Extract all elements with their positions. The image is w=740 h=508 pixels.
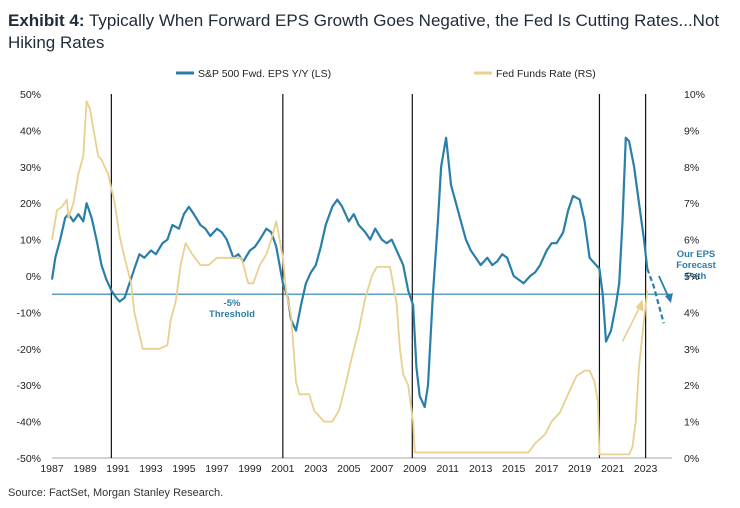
y-left-tick-label-0: 50% <box>20 89 41 101</box>
forecast-annotation-line-0: Our EPS <box>677 249 716 260</box>
x-tick-label-9: 2005 <box>337 463 361 475</box>
x-tick-label-0: 1987 <box>40 463 64 475</box>
series-lines <box>50 100 665 456</box>
fed-funds-line <box>51 100 649 456</box>
title-text: Typically When Forward EPS Growth Goes N… <box>8 11 720 52</box>
x-tick-label-14: 2015 <box>502 463 526 475</box>
y-left-tick-label-4: 10% <box>20 235 41 247</box>
fed-funds-arrow-shaft <box>621 305 642 342</box>
legend: S&P 500 Fwd. EPS Y/Y (LS) Fed Funds Rate … <box>176 68 596 80</box>
y-left-tick-label-7: -20% <box>16 344 41 356</box>
y-left-tick-label-1: 40% <box>20 125 41 137</box>
x-tick-label-3: 1993 <box>139 463 163 475</box>
y-left-tick-label-8: -30% <box>16 380 41 392</box>
x-tick-label-12: 2011 <box>436 463 459 475</box>
y-left-tick-label-2: 30% <box>20 162 41 174</box>
eps-growth-line <box>50 136 649 409</box>
forecast-arrow-head <box>664 293 673 303</box>
legend-label-1: Fed Funds Rate (RS) <box>496 68 596 80</box>
x-tick-label-18: 2023 <box>634 463 658 475</box>
x-tick-label-8: 2003 <box>304 463 328 475</box>
y-left-tick-label-10: -50% <box>16 453 41 465</box>
y-right-tick-label-1: 9% <box>684 125 699 137</box>
source-note: Source: FactSet, Morgan Stanley Research… <box>8 487 224 499</box>
x-tick-label-17: 2021 <box>601 463 625 475</box>
y-right-tick-label-2: 8% <box>684 162 699 174</box>
y-right-tick-label-10: 0% <box>684 453 699 465</box>
y-right-tick-label-9: 1% <box>684 417 699 429</box>
threshold-label-value: -5% <box>224 298 241 309</box>
x-tick-label-7: 2001 <box>271 463 295 475</box>
y-left-tick-label-9: -40% <box>16 417 41 429</box>
page-title: Exhibit 4: Typically When Forward EPS Gr… <box>8 10 732 54</box>
y-right-tick-label-0: 10% <box>684 89 705 101</box>
x-tick-label-10: 2007 <box>370 463 394 475</box>
recession-markers <box>110 94 647 458</box>
x-tick-label-2: 1991 <box>106 463 130 475</box>
y-right-tick-label-6: 4% <box>684 307 699 319</box>
x-tick-label-4: 1995 <box>172 463 196 475</box>
x-tick-label-16: 2019 <box>568 463 592 475</box>
axes: 1987 1989 1991 1993 1995 1997 1999 2001 2003 2005… <box>16 89 705 475</box>
eps-forecast-line <box>646 268 665 324</box>
x-tick-label-5: 1997 <box>205 463 229 475</box>
x-tick-label-6: 1999 <box>238 463 262 475</box>
y-left-tick-label-6: -10% <box>16 307 41 319</box>
forecast-annotation-line-1: Forecast <box>676 260 716 271</box>
x-tick-label-11: 2009 <box>403 463 427 475</box>
y-right-tick-label-5: 5% <box>684 271 699 283</box>
forecast-annotation-line-2: Path <box>686 271 707 282</box>
y-left-tick-label-5: 0% <box>26 271 41 283</box>
exhibit-number: Exhibit 4: <box>8 11 85 30</box>
y-right-tick-label-8: 2% <box>684 380 699 392</box>
y-right-tick-label-7: 3% <box>684 344 699 356</box>
x-tick-label-1: 1989 <box>73 463 97 475</box>
x-tick-label-13: 2013 <box>469 463 493 475</box>
y-right-tick-label-4: 6% <box>684 235 699 247</box>
fed-funds-arrow-head <box>635 299 644 312</box>
legend-label-0: S&P 500 Fwd. EPS Y/Y (LS) <box>198 68 331 80</box>
threshold-label-text: Threshold <box>209 309 255 320</box>
y-left-tick-label-3: 20% <box>20 198 41 210</box>
x-tick-label-15: 2017 <box>535 463 559 475</box>
y-right-tick-label-3: 7% <box>684 198 699 210</box>
